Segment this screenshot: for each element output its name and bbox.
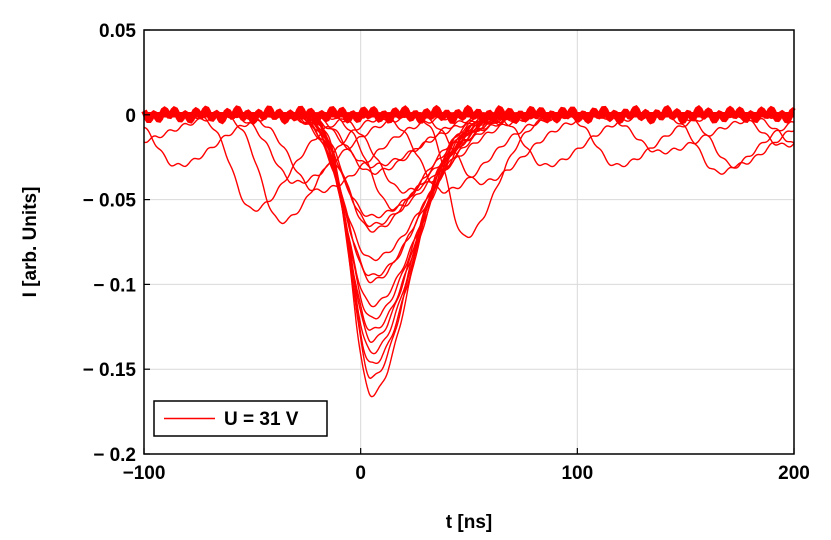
ticks: −100 0 100 200 0.05 0 − 0.05 − 0.1 − 0.15 − 0.2 <box>83 21 810 484</box>
baseline-band <box>141 104 796 125</box>
x-tick-label: 100 <box>561 463 593 484</box>
curves <box>141 104 796 398</box>
y-tick-label: − 0.05 <box>83 191 137 212</box>
y-tick-label: 0 <box>125 106 136 127</box>
plot-background <box>144 30 794 454</box>
plot-frame <box>143 29 795 455</box>
y-tick-label: − 0.1 <box>93 275 136 296</box>
x-tick-label: −100 <box>123 463 166 484</box>
x-axis-title: t [ns] <box>446 512 492 533</box>
x-tick-label: 0 <box>355 463 366 484</box>
y-tick-label: − 0.15 <box>83 360 137 381</box>
x-tick-label: 200 <box>778 463 810 484</box>
legend-entry-label: U = 31 V <box>224 409 299 430</box>
y-axis-title: I [arb. Units] <box>20 187 41 298</box>
legend: U = 31 V <box>153 400 328 437</box>
y-tick-label: − 0.2 <box>93 445 136 466</box>
y-tick-label: 0.05 <box>99 21 136 42</box>
